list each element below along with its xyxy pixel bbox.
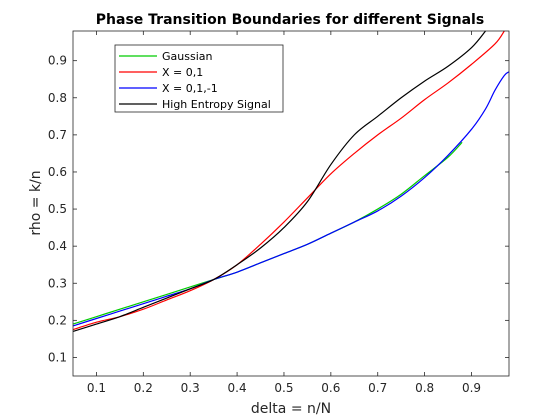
legend-label-3: X = 0,1,-1 (162, 82, 218, 95)
y-tick-label: 0.4 (48, 239, 67, 253)
y-tick-label: 0.1 (48, 350, 67, 364)
y-tick-label: 0.3 (48, 276, 67, 290)
x-tick-label: 0.4 (228, 381, 247, 395)
legend-label-4: High Entropy Signal (162, 98, 271, 111)
y-tick-label: 0.6 (48, 165, 67, 179)
x-tick-label: 0.1 (87, 381, 106, 395)
y-tick-label: 0.5 (48, 202, 67, 216)
series-line-4 (72, 30, 487, 333)
legend-entries: Gaussian X = 0,1 X = 0,1,-1 High Entropy Si… (119, 50, 271, 111)
x-tick-label: 0.2 (134, 381, 153, 395)
x-tick-label: 0.7 (368, 381, 387, 395)
series-line-2 (72, 30, 505, 331)
y-axis-label: rho = k/n (28, 170, 44, 235)
x-axis-label: delta = n/N (251, 401, 331, 417)
series-layer (72, 30, 510, 333)
x-tick-label: 0.9 (462, 381, 481, 395)
y-tick-label: 0.9 (48, 54, 67, 68)
y-axis: 0.1 0.2 0.3 0.4 0.5 0.6 0.7 0.8 0.9 (48, 54, 509, 364)
legend: Gaussian X = 0,1 X = 0,1,-1 High Entropy Si… (114, 44, 284, 113)
series-line-3 (72, 71, 510, 327)
x-tick-label: 0.8 (415, 381, 434, 395)
y-tick-label: 0.8 (48, 91, 67, 105)
x-tick-label: 0.3 (181, 381, 200, 395)
x-tick-label: 0.6 (321, 381, 340, 395)
chart-title: Phase Transition Boundaries for differen… (96, 12, 484, 28)
plot-frame (72, 30, 510, 377)
legend-label-2: X = 0,1 (162, 66, 203, 79)
legend-label-1: Gaussian (162, 50, 212, 63)
x-tick-label: 0.5 (274, 381, 293, 395)
y-tick-label: 0.2 (48, 313, 67, 327)
x-axis: 0.1 0.2 0.3 0.4 0.5 0.6 0.7 0.8 0.9 (87, 31, 481, 395)
y-tick-label: 0.7 (48, 128, 67, 142)
